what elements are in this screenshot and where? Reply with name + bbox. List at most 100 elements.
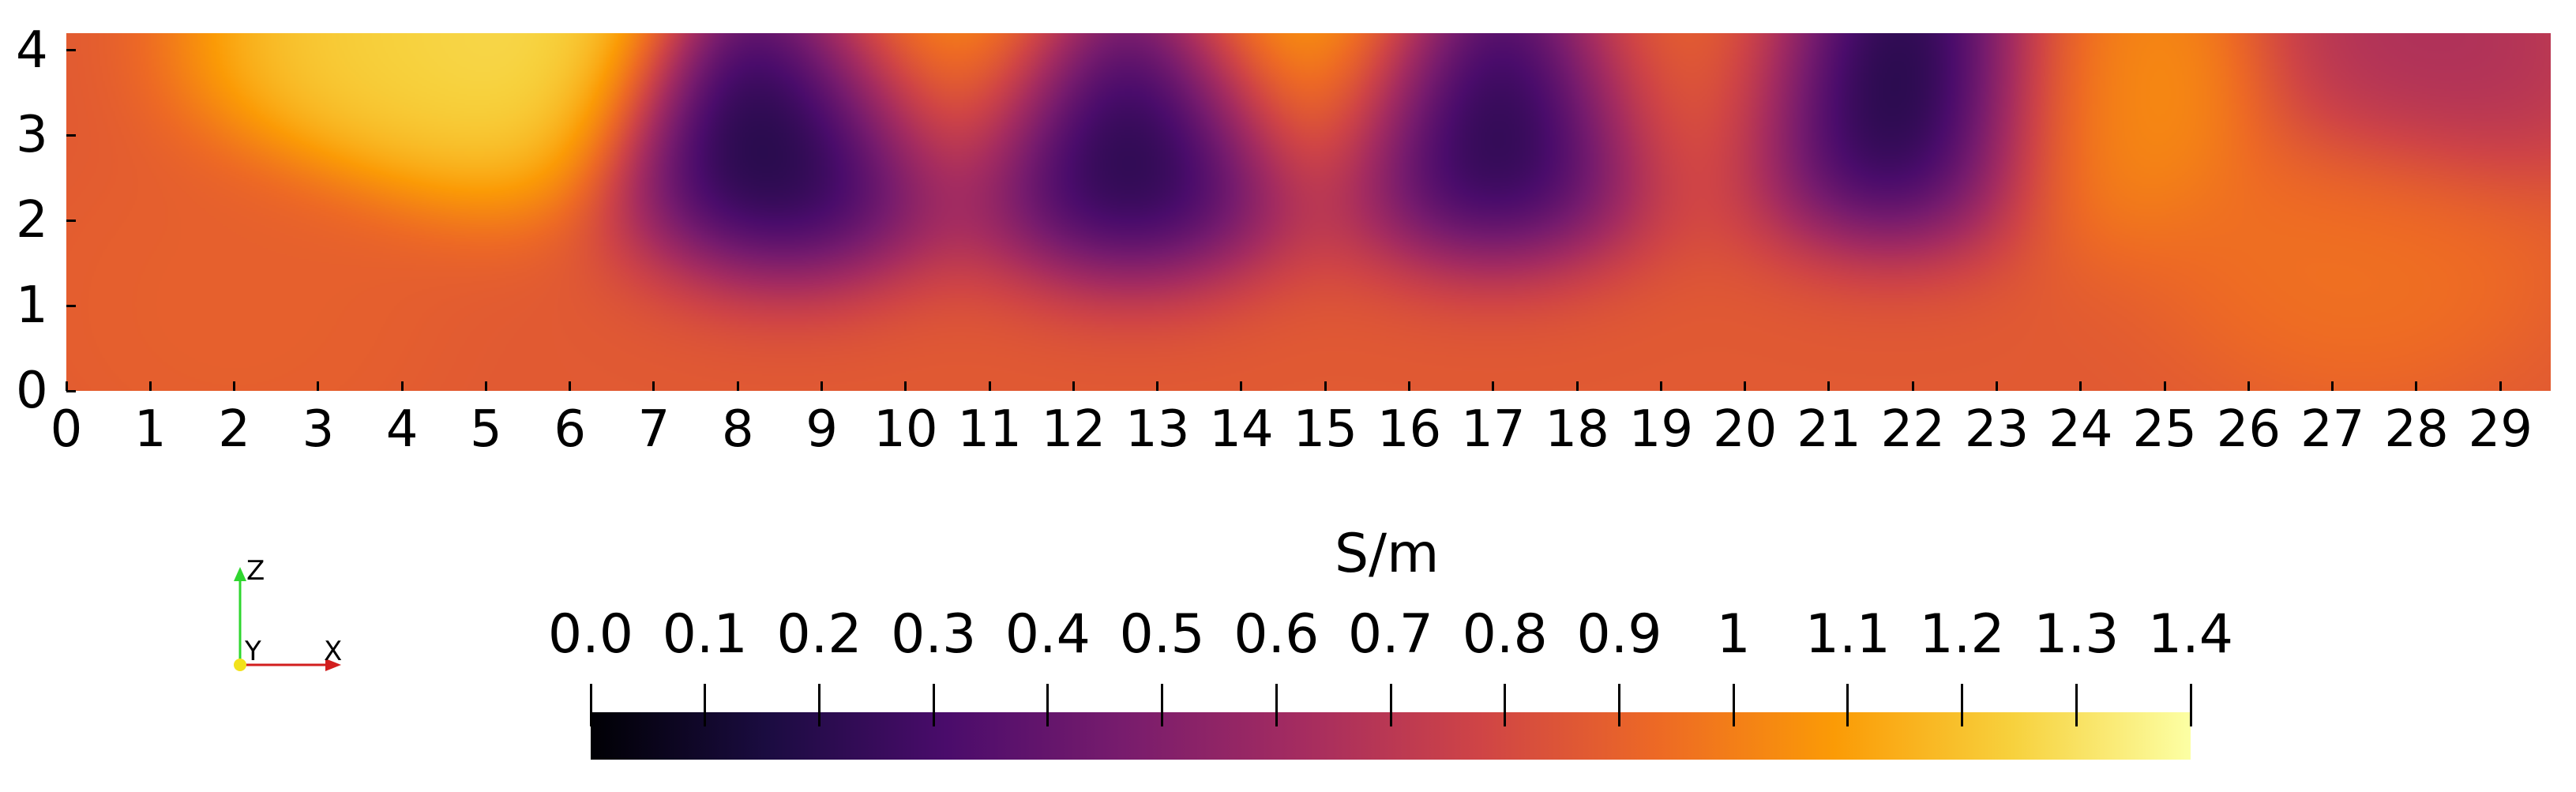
y-tick-label: 2 xyxy=(16,191,48,250)
x-tick-mark xyxy=(1827,381,1831,391)
x-tick-mark xyxy=(988,381,991,391)
x-tick-mark xyxy=(2499,381,2502,391)
x-tick-label: 1 xyxy=(133,400,167,459)
x-tick-mark xyxy=(1575,381,1579,391)
colorbar-tick-mark xyxy=(1161,684,1164,726)
x-tick-label: 9 xyxy=(805,400,838,459)
y-tick-label: 0 xyxy=(16,362,48,420)
x-tick-mark xyxy=(2079,381,2082,391)
y-tick-mark xyxy=(66,133,76,137)
x-tick-label: 15 xyxy=(1293,400,1357,459)
x-tick-mark xyxy=(1156,381,1159,391)
x-tick-label: 27 xyxy=(2300,400,2365,459)
colorbar-tick-mark xyxy=(817,684,820,726)
y-tick-label: 1 xyxy=(16,276,48,336)
y-axis-label: Y xyxy=(244,636,261,667)
x-tick-mark xyxy=(736,381,739,391)
colorbar-tick-mark xyxy=(1389,684,1392,726)
x-tick-label: 25 xyxy=(2132,400,2197,459)
x-tick-mark xyxy=(1744,381,1747,391)
x-tick-mark xyxy=(1996,381,1999,391)
x-tick-label: 8 xyxy=(721,400,754,459)
colorbar-tick-label: 0.1 xyxy=(662,603,748,666)
colorbar-tick-mark xyxy=(1275,684,1278,726)
x-tick-label: 0 xyxy=(50,400,83,459)
x-tick-label: 7 xyxy=(637,400,670,459)
colorbar-tick-label: 0.6 xyxy=(1234,603,1320,666)
colorbar-tick-mark xyxy=(1732,684,1735,726)
colorbar-tick-mark xyxy=(589,684,592,726)
x-tick-label: 23 xyxy=(1964,400,2030,459)
x-tick-label: 24 xyxy=(2048,400,2113,459)
colorbar-tick-label: 1.3 xyxy=(2033,603,2120,666)
x-tick-mark xyxy=(1659,381,1662,391)
x-tick-mark xyxy=(1492,381,1495,391)
x-tick-mark xyxy=(2163,381,2166,391)
colorbar-tick-mark xyxy=(1961,684,1964,726)
x-tick-label: 2 xyxy=(218,400,250,459)
x-tick-label: 26 xyxy=(2216,400,2281,459)
x-tick-mark xyxy=(820,381,824,391)
colorbar-tick-mark xyxy=(1617,684,1620,726)
colorbar-tick-label: 0.7 xyxy=(1347,603,1434,666)
x-axis-arrowhead xyxy=(325,659,341,671)
x-tick-label: 11 xyxy=(957,400,1022,459)
colorbar-title: S/m xyxy=(1335,523,1440,585)
x-tick-mark xyxy=(148,381,152,391)
x-tick-label: 17 xyxy=(1461,400,1526,459)
x-tick-label: 10 xyxy=(873,400,938,459)
x-tick-mark xyxy=(484,381,487,391)
x-tick-label: 19 xyxy=(1628,400,1694,459)
y-tick-label: 3 xyxy=(16,106,48,165)
colorbar-tick-label: 0.4 xyxy=(1004,603,1091,666)
x-tick-label: 3 xyxy=(302,400,335,459)
x-tick-mark xyxy=(317,381,320,391)
x-tick-mark xyxy=(652,381,655,391)
x-tick-label: 28 xyxy=(2384,400,2449,459)
x-tick-mark xyxy=(904,381,907,391)
colorbar-tick-mark xyxy=(1046,684,1050,726)
x-tick-label: 16 xyxy=(1376,400,1442,459)
colorbar-tick-label: 0.5 xyxy=(1119,603,1205,666)
x-tick-label: 14 xyxy=(1209,400,1274,459)
x-tick-mark xyxy=(1072,381,1075,391)
y-tick-mark xyxy=(66,49,76,52)
x-tick-mark xyxy=(400,381,404,391)
x-axis-label: X xyxy=(324,636,342,667)
x-tick-label: 13 xyxy=(1125,400,1190,459)
x-tick-label: 20 xyxy=(1712,400,1778,459)
x-tick-label: 29 xyxy=(2468,400,2533,459)
colorbar-tick-mark xyxy=(1504,684,1507,726)
colorbar-tick-label: 0.8 xyxy=(1462,603,1548,666)
x-tick-label: 5 xyxy=(470,400,502,459)
y-tick-mark xyxy=(66,219,76,222)
x-tick-label: 21 xyxy=(1797,400,1861,459)
x-tick-mark xyxy=(1408,381,1411,391)
colorbar-tick-label: 0.2 xyxy=(776,603,862,666)
x-tick-mark xyxy=(569,381,572,391)
z-axis-arrowhead xyxy=(234,567,246,581)
colorbar-tick-label: 0.9 xyxy=(1576,603,1662,666)
y-axis-point xyxy=(234,659,246,671)
heatmap-plot-area xyxy=(66,33,2551,391)
y-tick-mark xyxy=(66,389,76,392)
x-tick-label: 6 xyxy=(554,400,587,459)
axes-orientation-triad: Z Y X xyxy=(234,555,342,671)
y-tick-mark xyxy=(66,304,76,307)
x-tick-mark xyxy=(2415,381,2418,391)
colorbar-tick-mark xyxy=(2189,684,2192,726)
colorbar-tick-label: 1.2 xyxy=(1919,603,2005,666)
colorbar-tick-mark xyxy=(2075,684,2078,726)
x-tick-mark xyxy=(1324,381,1327,391)
x-tick-mark xyxy=(2247,381,2250,391)
x-tick-label: 18 xyxy=(1545,400,1609,459)
y-tick-label: 4 xyxy=(16,21,48,80)
x-tick-mark xyxy=(2331,381,2334,391)
z-axis-label: Z xyxy=(246,555,265,587)
x-tick-mark xyxy=(1911,381,1914,391)
x-tick-mark xyxy=(65,381,68,391)
colorbar-tick-label: 0.3 xyxy=(891,603,977,666)
colorbar-tick-label: 0.0 xyxy=(547,603,634,666)
x-tick-label: 22 xyxy=(1880,400,1945,459)
colorbar-tick-label: 1.1 xyxy=(1804,603,1891,666)
